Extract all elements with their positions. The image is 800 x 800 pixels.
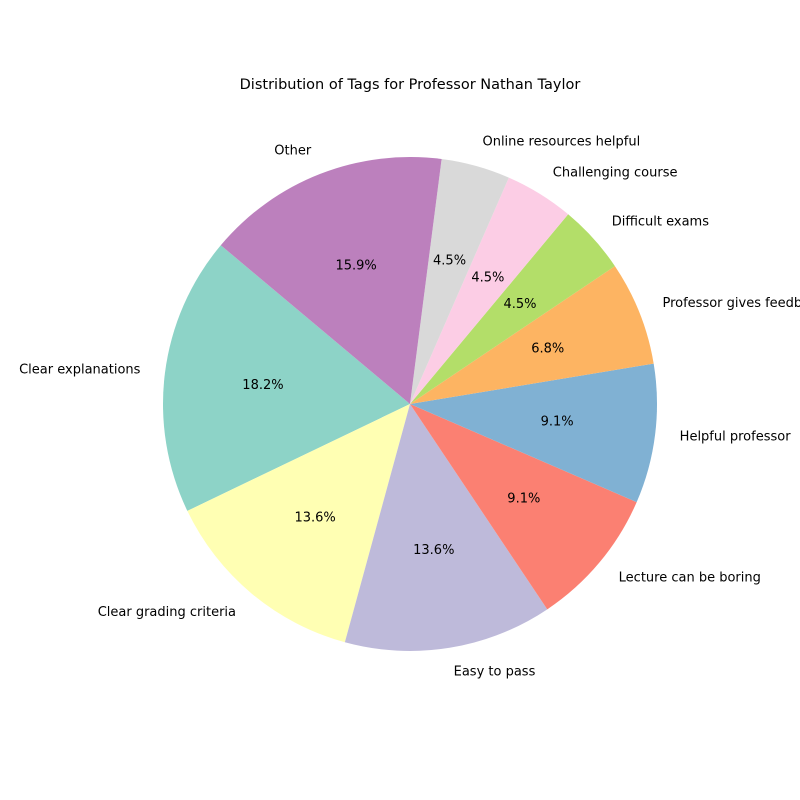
slice-percent-6: 4.5% — [504, 297, 537, 312]
slice-percent-5: 6.8% — [531, 342, 564, 357]
pie-slice-0 — [162, 245, 410, 511]
slice-percent-1: 13.6% — [294, 510, 335, 525]
pie-slice-5 — [410, 266, 654, 404]
slice-label-0: Clear explanations — [19, 363, 141, 378]
slice-label-9: Other — [274, 143, 312, 158]
chart-title: Distribution of Tags for Professor Natha… — [240, 77, 581, 93]
slice-percent-4: 9.1% — [541, 415, 574, 430]
pie-slice-1 — [187, 404, 410, 643]
slice-percent-3: 9.1% — [507, 491, 540, 506]
slice-percent-2: 13.6% — [413, 543, 454, 558]
pie-slice-2 — [344, 404, 548, 651]
pie-slice-9 — [220, 157, 442, 404]
pie-slice-8 — [410, 159, 509, 404]
slice-label-1: Clear grading criteria — [98, 605, 236, 620]
slice-label-2: Easy to pass — [454, 665, 536, 680]
slice-percent-8: 4.5% — [433, 254, 466, 269]
slice-label-4: Helpful professor — [680, 430, 792, 445]
slice-label-3: Lecture can be boring — [619, 570, 761, 585]
pie-slice-3 — [410, 404, 637, 610]
pie-slice-6 — [410, 214, 615, 404]
pie-slice-7 — [410, 177, 569, 404]
slice-percent-9: 15.9% — [335, 258, 376, 273]
labels-layer: Clear explanations 18.2% Clear grading cri… — [19, 135, 800, 680]
pie-slice-4 — [410, 363, 657, 503]
slice-label-5: Professor gives feedback — [662, 296, 800, 311]
slice-label-7: Challenging course — [553, 165, 678, 180]
slice-label-8: Online resources helpful — [482, 135, 640, 150]
slice-percent-0: 18.2% — [242, 378, 283, 393]
slice-percent-7: 4.5% — [471, 270, 504, 285]
slices-layer — [162, 157, 657, 651]
slice-label-6: Difficult exams — [612, 214, 710, 229]
